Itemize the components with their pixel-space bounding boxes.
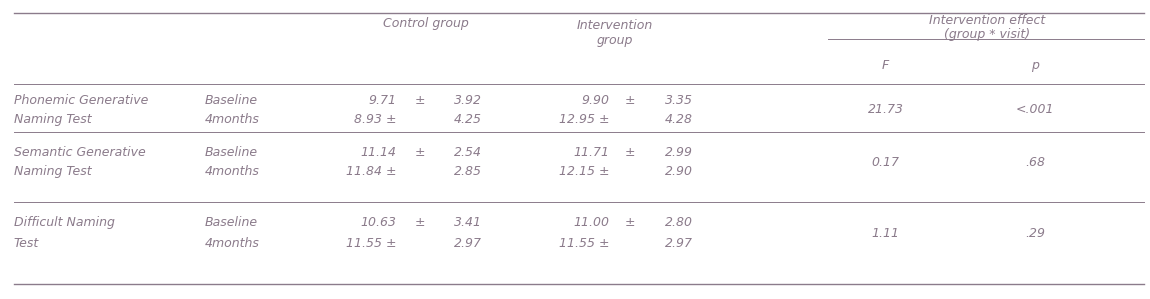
Text: Difficult Naming: Difficult Naming <box>14 216 115 229</box>
Text: Intervention: Intervention <box>577 19 653 32</box>
Text: 2.97: 2.97 <box>454 237 482 250</box>
Text: 11.84 ±: 11.84 ± <box>346 165 397 179</box>
Text: 12.95 ±: 12.95 ± <box>559 113 610 126</box>
Text: Intervention effect: Intervention effect <box>928 14 1045 28</box>
Text: 10.63: 10.63 <box>361 216 397 229</box>
Text: 4months: 4months <box>205 237 260 250</box>
Text: 11.55 ±: 11.55 ± <box>559 237 610 250</box>
Text: Baseline: Baseline <box>205 94 258 107</box>
Text: ±: ± <box>414 146 426 159</box>
Text: <.001: <.001 <box>1015 103 1055 116</box>
Text: .29: .29 <box>1025 227 1045 240</box>
Text: 21.73: 21.73 <box>867 103 904 116</box>
Text: 4months: 4months <box>205 113 260 126</box>
Text: group: group <box>597 34 634 47</box>
Text: Baseline: Baseline <box>205 216 258 229</box>
Text: ±: ± <box>624 94 636 107</box>
Text: (group * visit): (group * visit) <box>944 28 1029 41</box>
Text: 11.71: 11.71 <box>574 146 610 159</box>
Text: 0.17: 0.17 <box>872 156 899 169</box>
Text: ±: ± <box>414 216 426 229</box>
Text: F: F <box>882 59 889 72</box>
Text: 9.90: 9.90 <box>582 94 610 107</box>
Text: Naming Test: Naming Test <box>14 113 92 126</box>
Text: 9.71: 9.71 <box>369 94 397 107</box>
Text: Semantic Generative: Semantic Generative <box>14 146 146 159</box>
Text: ±: ± <box>624 146 636 159</box>
Text: Naming Test: Naming Test <box>14 165 92 179</box>
Text: 4.25: 4.25 <box>454 113 482 126</box>
Text: 1.11: 1.11 <box>872 227 899 240</box>
Text: 12.15 ±: 12.15 ± <box>559 165 610 179</box>
Text: p: p <box>1032 59 1038 72</box>
Text: ±: ± <box>624 216 636 229</box>
Text: 8.93 ±: 8.93 ± <box>354 113 397 126</box>
Text: 11.00: 11.00 <box>574 216 610 229</box>
Text: 11.55 ±: 11.55 ± <box>346 237 397 250</box>
Text: 2.99: 2.99 <box>665 146 692 159</box>
Text: Test: Test <box>14 237 39 250</box>
Text: 4.28: 4.28 <box>665 113 692 126</box>
Text: 2.80: 2.80 <box>665 216 692 229</box>
Text: ±: ± <box>414 94 426 107</box>
Text: 2.54: 2.54 <box>454 146 482 159</box>
Text: 3.92: 3.92 <box>454 94 482 107</box>
Text: Control group: Control group <box>383 17 468 30</box>
Text: 11.14: 11.14 <box>361 146 397 159</box>
Text: Baseline: Baseline <box>205 146 258 159</box>
Text: 2.97: 2.97 <box>665 237 692 250</box>
Text: 4months: 4months <box>205 165 260 179</box>
Text: 3.35: 3.35 <box>665 94 692 107</box>
Text: 3.41: 3.41 <box>454 216 482 229</box>
Text: 2.90: 2.90 <box>665 165 692 179</box>
Text: .68: .68 <box>1025 156 1045 169</box>
Text: Phonemic Generative: Phonemic Generative <box>14 94 148 107</box>
Text: 2.85: 2.85 <box>454 165 482 179</box>
